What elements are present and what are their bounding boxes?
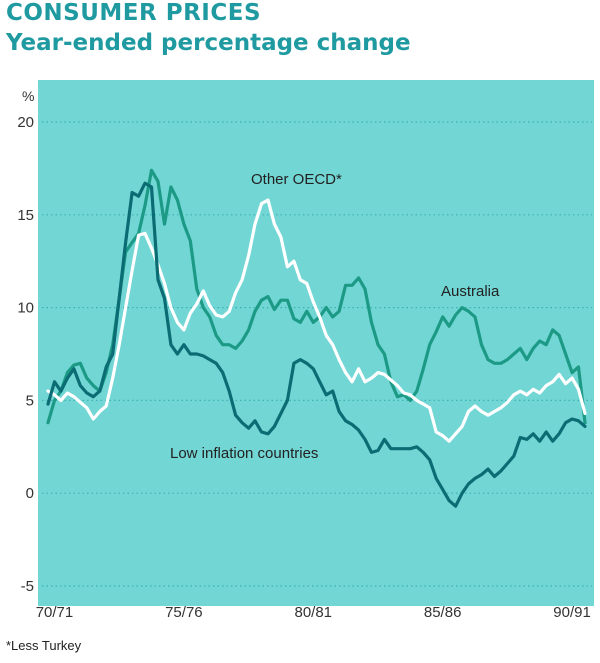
annotations: Other OECD* Australia Low inflation countr…	[170, 171, 500, 462]
y-tick-label: 15	[17, 207, 34, 224]
series-lines	[46, 168, 587, 508]
y-tick-label: 0	[26, 485, 34, 502]
chart-subtitle: Year-ended percentage change	[6, 30, 411, 56]
x-tick-label: 70/71	[36, 604, 74, 621]
annotation-australia: Australia	[441, 283, 500, 300]
chart-title: CONSUMER PRICES	[6, 0, 262, 26]
footnote: *Less Turkey	[6, 638, 82, 653]
x-tick-label: 85/86	[424, 604, 462, 621]
y-tick-label: 20	[17, 114, 34, 131]
y-axis-label: %	[22, 88, 34, 104]
x-tick-label: 75/76	[165, 604, 203, 621]
series-low-inflation	[46, 181, 587, 508]
plot-background	[38, 80, 594, 606]
x-tick-label: 80/81	[294, 604, 332, 621]
annotation-low-inflation: Low inflation countries	[170, 445, 318, 462]
y-tick-label: -5	[21, 578, 34, 595]
axis-labels: -5 0 5 10 15 20% 70/71 75/76 80/81 85/86 90/91	[17, 88, 591, 621]
x-tick-label: 90/91	[553, 604, 591, 621]
y-tick-label: 5	[26, 392, 34, 409]
annotation-other-oecd: Other OECD*	[251, 171, 342, 188]
y-tick-label: 10	[17, 300, 34, 317]
series-other-oecd	[46, 198, 587, 443]
